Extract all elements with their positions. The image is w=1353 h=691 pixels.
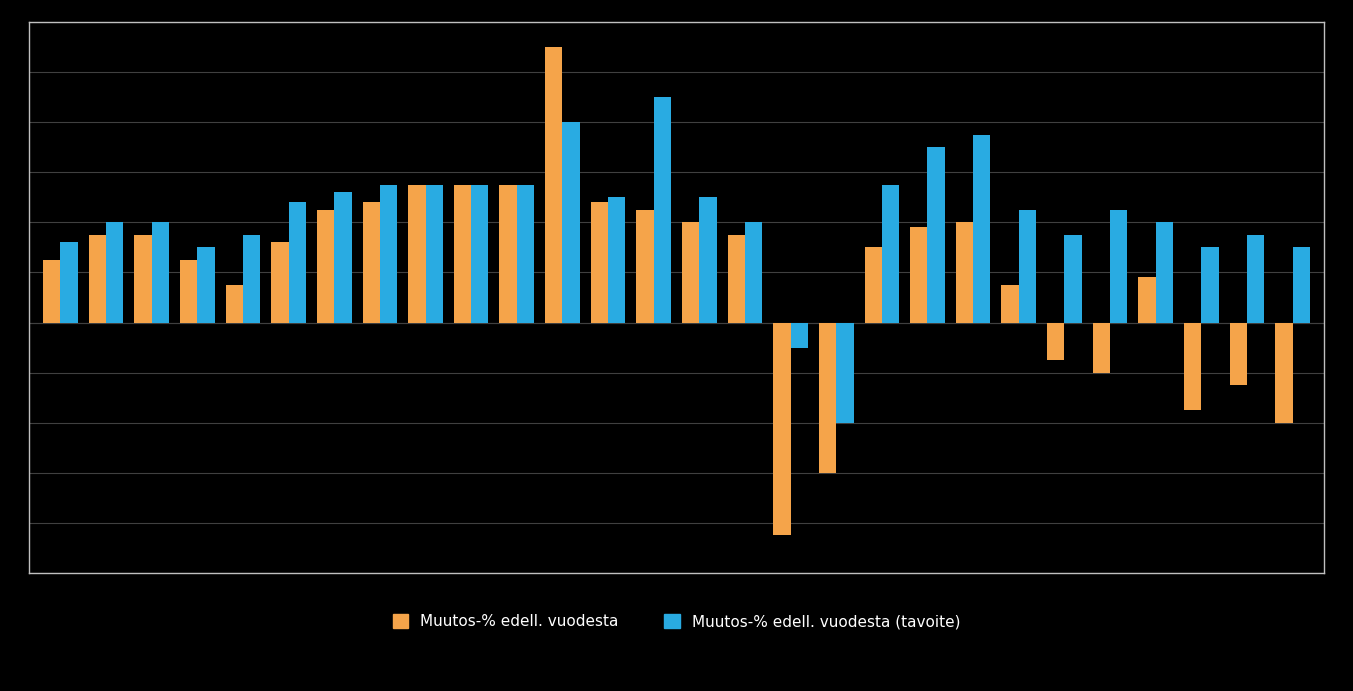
Bar: [61, 243, 78, 323]
Bar: [198, 247, 215, 323]
Bar: [288, 202, 306, 323]
Bar: [106, 223, 123, 323]
Bar: [591, 202, 607, 323]
Bar: [226, 285, 244, 323]
Bar: [955, 223, 973, 323]
Bar: [1109, 210, 1127, 323]
Bar: [317, 210, 334, 323]
Bar: [746, 223, 762, 323]
Bar: [636, 210, 653, 323]
Bar: [836, 323, 854, 423]
Bar: [409, 184, 426, 323]
Bar: [1001, 285, 1019, 323]
Bar: [180, 260, 198, 323]
Bar: [380, 184, 398, 323]
Bar: [700, 197, 717, 323]
Bar: [1292, 247, 1310, 323]
Bar: [517, 184, 534, 323]
Bar: [865, 247, 882, 323]
Bar: [272, 243, 288, 323]
Bar: [453, 184, 471, 323]
Bar: [499, 184, 517, 323]
Bar: [911, 227, 927, 323]
Bar: [819, 323, 836, 473]
Bar: [682, 223, 700, 323]
Bar: [334, 192, 352, 323]
Bar: [882, 184, 900, 323]
Bar: [1201, 247, 1219, 323]
Bar: [134, 235, 152, 323]
Bar: [1138, 277, 1155, 323]
Bar: [363, 202, 380, 323]
Bar: [152, 223, 169, 323]
Bar: [728, 235, 746, 323]
Bar: [1093, 323, 1109, 372]
Bar: [244, 235, 260, 323]
Bar: [973, 135, 990, 323]
Bar: [545, 47, 563, 323]
Bar: [1047, 323, 1065, 360]
Bar: [773, 323, 790, 536]
Bar: [426, 184, 442, 323]
Bar: [43, 260, 61, 323]
Bar: [1184, 323, 1201, 410]
Bar: [471, 184, 488, 323]
Bar: [1019, 210, 1036, 323]
Bar: [1247, 235, 1264, 323]
Legend: Muutos-% edell. vuodesta, Muutos-% edell. vuodesta (tavoite): Muutos-% edell. vuodesta, Muutos-% edell…: [386, 607, 967, 637]
Bar: [607, 197, 625, 323]
Bar: [1155, 223, 1173, 323]
Bar: [1275, 323, 1292, 423]
Bar: [1230, 323, 1247, 385]
Bar: [89, 235, 106, 323]
Bar: [790, 323, 808, 348]
Bar: [1065, 235, 1081, 323]
Bar: [653, 97, 671, 323]
Bar: [563, 122, 580, 323]
Bar: [927, 147, 944, 323]
